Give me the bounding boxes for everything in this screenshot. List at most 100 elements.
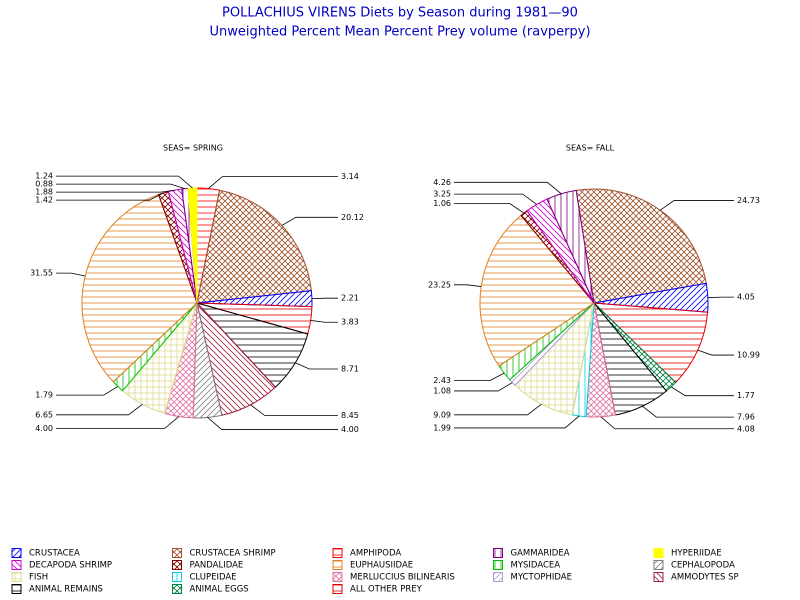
pie-slice: [187, 187, 198, 304]
legend-label: MYSIDACEA: [511, 561, 561, 571]
slice-label: 2.43: [433, 376, 451, 385]
leader-line: [600, 416, 734, 430]
leader-line: [250, 404, 338, 416]
legend-label: AMMODYTES SP: [671, 573, 739, 583]
slice-label: 1.88: [35, 188, 53, 197]
slice-label: 2.21: [341, 294, 359, 303]
pie-title: SEAS= SPRING: [163, 144, 223, 153]
legend-swatch: [172, 572, 182, 582]
slice-label: 8.45: [341, 411, 359, 420]
slice-label: 1.24: [35, 172, 53, 181]
slice-label: 4.05: [737, 293, 755, 302]
pie-title: SEAS= FALL: [566, 144, 615, 153]
slice-label: 24.73: [737, 196, 760, 205]
legend-swatch: [332, 548, 343, 558]
leader-line: [56, 416, 180, 429]
slice-label: 1.99: [433, 423, 451, 432]
slice-label: 1.77: [737, 391, 755, 400]
slice-label: 3.14: [341, 172, 359, 181]
legend-swatch: [11, 584, 22, 594]
leader-line: [56, 403, 143, 416]
legend-swatch: [332, 584, 343, 594]
legend-swatch: [653, 572, 664, 582]
legend-label: CLUPEIDAE: [190, 573, 237, 583]
legend-swatch: [493, 560, 503, 570]
slice-label: 7.96: [737, 413, 755, 422]
legend-label: DECAPODA SHRIMP: [29, 561, 112, 571]
chart-title: POLLACHIUS VIRENS Diets by Season during…: [222, 6, 578, 21]
legend-label: AMPHIPODA: [350, 549, 401, 559]
slice-label: 4.00: [341, 425, 359, 434]
legend-swatch: [653, 548, 664, 558]
legend-swatch: [493, 572, 503, 582]
slice-label: 8.71: [341, 365, 359, 374]
legend-swatch: [11, 560, 22, 570]
slice-label: 0.88: [35, 180, 53, 189]
slice-label: 20.12: [341, 213, 364, 222]
leader-line: [454, 181, 562, 195]
leader-line: [454, 372, 505, 381]
slice-label: 10.99: [737, 351, 760, 360]
legend-label: ALL OTHER PREY: [350, 585, 423, 595]
leader-line: [56, 175, 193, 189]
slice-label: 1.79: [35, 391, 53, 400]
leader-line: [281, 216, 338, 226]
leader-line: [670, 386, 734, 397]
legend-label: CEPHALOPODA: [671, 561, 735, 571]
leader-line: [642, 405, 734, 418]
leader-line: [454, 284, 482, 287]
slice-label: 3.25: [433, 190, 451, 199]
legend-label: EUPHAUSIIDAE: [350, 561, 413, 571]
leader-line: [454, 382, 513, 392]
leader-line: [208, 176, 338, 189]
pie-slice: [592, 302, 709, 384]
legend-swatch: [11, 572, 22, 582]
legend-label: MERLUCCIUS BILINEARIS: [350, 573, 455, 583]
leader-line: [295, 362, 338, 370]
leader-line: [56, 189, 176, 193]
slice-label: 1.42: [35, 196, 53, 205]
pie-slice: [575, 188, 707, 304]
slice-label: 4.00: [35, 424, 53, 433]
slice-label: 1.06: [433, 199, 451, 208]
pie-slice: [196, 189, 312, 304]
leader-line: [707, 296, 734, 299]
leader-line: [56, 386, 119, 396]
chart-subtitle: Unweighted Percent Mean Percent Prey vol…: [209, 25, 590, 40]
slice-label: 6.65: [35, 410, 53, 419]
legend-swatch: [332, 560, 343, 570]
legend-swatch: [172, 560, 182, 570]
leader-line: [207, 417, 338, 430]
leader-line: [454, 415, 580, 429]
legend-swatch: [172, 584, 182, 594]
leader-line: [454, 193, 537, 205]
leader-line: [697, 349, 734, 356]
leader-line: [660, 200, 734, 211]
legend-swatch: [493, 548, 503, 558]
leader-line: [310, 320, 338, 323]
legend-label: ANIMAL EGGS: [190, 585, 249, 595]
legend-label: GAMMARIDEA: [511, 549, 570, 559]
slice-label: 4.08: [737, 424, 755, 433]
leader-line: [454, 203, 525, 214]
legend-swatch: [332, 572, 343, 582]
slice-label: 4.26: [433, 178, 451, 187]
slice-label: 9.09: [433, 410, 451, 419]
legend-label: PANDALIDAE: [190, 561, 244, 571]
legend-swatch: [172, 548, 182, 558]
legend-label: CRUSTACEA SHRIMP: [190, 549, 276, 559]
slice-label: 1.08: [433, 386, 451, 395]
legend-swatch: [653, 560, 664, 570]
leader-line: [56, 192, 164, 201]
legend-label: CRUSTACEA: [29, 549, 80, 559]
legend-label: ANIMAL REMAINS: [29, 585, 103, 595]
legend-swatch: [11, 548, 22, 558]
pie-slice: [479, 214, 595, 367]
leader-line: [56, 183, 185, 190]
legend-label: MYCTOPHIDAE: [511, 573, 572, 583]
leader-line: [454, 403, 542, 416]
leader-line: [56, 272, 86, 277]
slice-label: 31.55: [30, 269, 53, 278]
